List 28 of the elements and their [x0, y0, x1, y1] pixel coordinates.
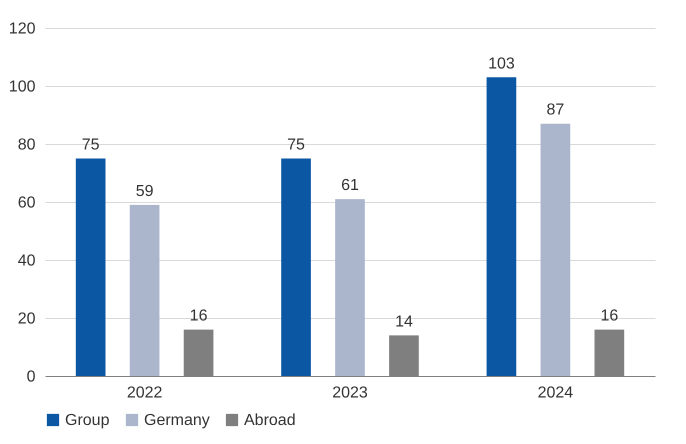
legend-label: Group	[65, 412, 110, 429]
bar	[540, 124, 570, 376]
data-label: 16	[190, 308, 208, 325]
data-label: 16	[600, 308, 618, 325]
bar	[335, 199, 365, 376]
legend-label: Germany	[144, 412, 210, 429]
y-tick-label: 80	[18, 136, 36, 154]
legend-label: Abroad	[244, 412, 296, 429]
x-tick-label: 2023	[332, 384, 368, 402]
y-tick-label: 60	[18, 194, 36, 212]
data-label: 14	[395, 313, 413, 330]
bar	[130, 204, 160, 376]
y-tick-label: 20	[18, 310, 36, 328]
data-label: 75	[287, 136, 306, 154]
data-label: 87	[546, 102, 564, 119]
data-label: 59	[136, 182, 154, 200]
x-tick-label: 2022	[126, 384, 163, 402]
y-tick-label: 120	[8, 20, 36, 38]
y-tick-label: 40	[18, 252, 36, 270]
data-label: 75	[82, 136, 100, 154]
bar	[76, 158, 106, 376]
y-tick-label: 0	[26, 368, 36, 386]
bar	[281, 158, 311, 376]
x-tick-label: 2024	[538, 384, 574, 402]
bar	[486, 77, 516, 376]
y-tick-label: 100	[8, 78, 36, 96]
data-label: 103	[488, 55, 515, 72]
data-label: 61	[341, 177, 359, 194]
